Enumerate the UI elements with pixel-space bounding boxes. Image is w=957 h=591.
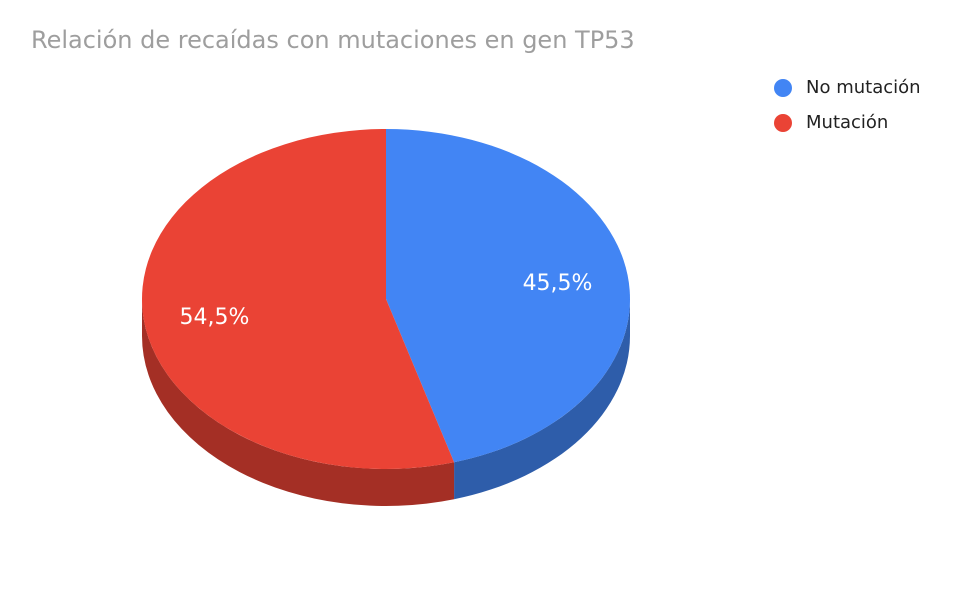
chart-title: Relación de recaídas con mutaciones en g… bbox=[31, 26, 635, 54]
slice-label-no-mutacion: 45,5% bbox=[523, 271, 593, 296]
legend-item-mutacion[interactable]: Mutación bbox=[774, 105, 921, 140]
pie-side-no-mutacion bbox=[454, 299, 630, 500]
slice-label-mutacion: 54,5% bbox=[180, 305, 250, 330]
legend-marker-no-mutacion bbox=[774, 78, 792, 97]
pie-slice-no-mutacion[interactable] bbox=[386, 129, 631, 463]
pie-side-mutacion bbox=[142, 299, 455, 506]
legend: No mutación Mutación bbox=[774, 70, 921, 140]
legend-label-no-mutacion: No mutación bbox=[806, 77, 921, 98]
legend-item-no-mutacion[interactable]: No mutación bbox=[774, 70, 921, 105]
pie-slice-mutacion[interactable] bbox=[142, 129, 455, 469]
legend-marker-mutacion bbox=[774, 113, 792, 132]
legend-label-mutacion: Mutación bbox=[806, 112, 889, 133]
